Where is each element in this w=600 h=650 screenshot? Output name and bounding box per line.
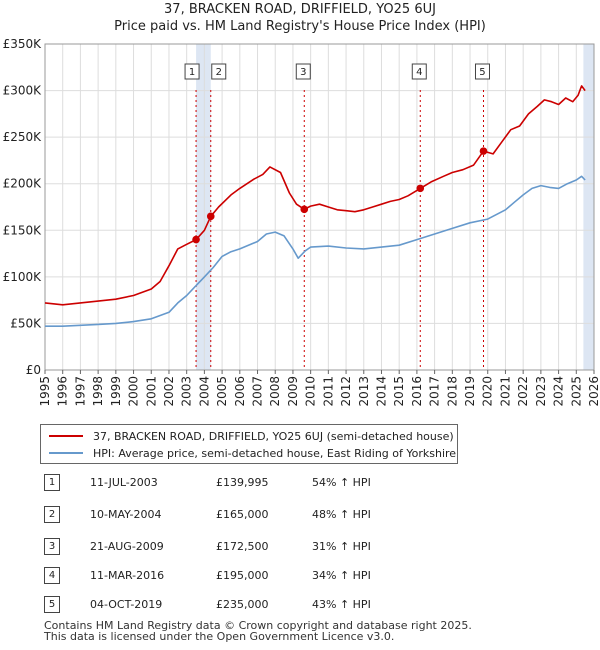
transaction-row: 3 21-AUG-2009 £172,500 31% ↑ HPI	[0, 537, 600, 557]
x-tick-label: 1997	[73, 376, 87, 407]
series-line-hpi	[45, 175, 586, 328]
x-tick-label: 2020	[481, 376, 495, 407]
x-tick-label: 2018	[445, 376, 459, 407]
x-tick-label: 2010	[304, 376, 318, 407]
x-tick-label: 1996	[56, 376, 70, 407]
plot-area	[45, 44, 594, 370]
sale-marker-box	[184, 63, 200, 80]
x-tick-label: 2019	[463, 376, 477, 407]
transaction-row: 1 11-JUL-2003 £139,995 54% ↑ HPI	[0, 473, 600, 493]
sale-point	[300, 205, 309, 214]
sale-point	[206, 212, 215, 221]
transaction-date: 11-MAR-2016	[90, 569, 165, 582]
transaction-price: £172,500	[216, 540, 269, 553]
transaction-hpi: 34% ↑ HPI	[312, 569, 371, 582]
transaction-hpi: 31% ↑ HPI	[312, 540, 371, 553]
x-tick-label: 1998	[91, 376, 105, 407]
x-tick-label: 2011	[321, 376, 335, 407]
y-tick-label: £50K	[10, 316, 42, 330]
y-tick-label: £200K	[3, 177, 43, 191]
transaction-date: 10-MAY-2004	[90, 508, 162, 521]
x-tick-label: 2005	[215, 376, 229, 407]
sale-marker-box	[411, 63, 427, 80]
shaded-band	[196, 44, 211, 370]
legend-item-hpi: HPI: Average price, semi-detached house,…	[49, 445, 456, 461]
transaction-row: 4 11-MAR-2016 £195,000 34% ↑ HPI	[0, 566, 600, 586]
transaction-price: £165,000	[216, 508, 269, 521]
shaded-band	[583, 44, 594, 370]
y-tick-label: £0	[26, 363, 41, 377]
sale-point	[192, 235, 200, 244]
chart-title-address: 37, BRACKEN ROAD, DRIFFIELD, YO25 6UJ	[164, 2, 436, 17]
y-tick-label: £100K	[3, 270, 43, 284]
sale-marker-box	[295, 63, 311, 80]
sale-point	[479, 147, 488, 155]
transaction-hpi: 43% ↑ HPI	[312, 598, 371, 611]
y-tick-label: £250K	[3, 130, 43, 144]
transaction-number: 4	[44, 567, 60, 584]
sale-marker-label: 4	[416, 67, 422, 78]
x-tick-label: 2003	[180, 376, 194, 407]
plot-frame	[44, 43, 595, 371]
x-tick-label: 1995	[38, 376, 52, 407]
x-tick-label: 2004	[197, 376, 211, 407]
y-tick-label: £350K	[3, 37, 43, 51]
transaction-hpi: 54% ↑ HPI	[312, 476, 371, 489]
x-tick-label: 2000	[127, 376, 141, 407]
transaction-row: 5 04-OCT-2019 £235,000 43% ↑ HPI	[0, 595, 600, 615]
sale-marker-box	[211, 63, 227, 80]
transaction-hpi: 48% ↑ HPI	[312, 508, 371, 521]
transaction-date: 04-OCT-2019	[90, 598, 163, 611]
x-tick-label: 2008	[268, 376, 282, 407]
sale-marker-label: 3	[300, 67, 306, 78]
x-tick-label: 2015	[392, 376, 406, 407]
x-tick-label: 1999	[109, 376, 123, 407]
transaction-price: £139,995	[216, 476, 269, 489]
x-tick-label: 2024	[552, 376, 566, 407]
y-tick-label: £150K	[3, 223, 43, 237]
x-tick-label: 2017	[428, 376, 442, 407]
x-tick-label: 2013	[357, 376, 371, 407]
x-tick-label: 2009	[286, 376, 300, 407]
x-tick-label: 2026	[587, 376, 600, 407]
legend-label-property: 37, BRACKEN ROAD, DRIFFIELD, YO25 6UJ (s…	[93, 429, 454, 443]
legend: 37, BRACKEN ROAD, DRIFFIELD, YO25 6UJ (s…	[40, 424, 458, 464]
transaction-date: 21-AUG-2009	[90, 540, 164, 553]
x-tick-label: 2025	[569, 376, 583, 407]
legend-swatch-property	[49, 435, 83, 437]
transaction-number: 3	[44, 538, 60, 555]
series-line-property	[44, 85, 586, 306]
x-tick-label: 2016	[410, 376, 424, 407]
x-tick-label: 2001	[144, 376, 158, 407]
sale-marker-box	[474, 63, 490, 80]
footer-licence: This data is licensed under the Open Gov…	[44, 630, 395, 643]
x-tick-label: 2023	[534, 376, 548, 407]
chart-subtitle: Price paid vs. HM Land Registry's House …	[114, 19, 486, 34]
transaction-number: 2	[44, 506, 60, 523]
price-chart: £0 £50K £100K £150K £200K £250K £300K £350K 1995…	[3, 37, 600, 407]
transaction-number: 1	[44, 474, 60, 491]
footer-copyright: Contains HM Land Registry data © Crown c…	[44, 619, 472, 632]
x-tick-label: 2007	[251, 376, 265, 407]
y-tick-label: £300K	[3, 84, 43, 98]
transaction-date: 11-JUL-2003	[90, 476, 158, 489]
x-tick-label: 2014	[374, 376, 388, 407]
sale-marker-label: 1	[189, 67, 195, 78]
legend-item-property: 37, BRACKEN ROAD, DRIFFIELD, YO25 6UJ (s…	[49, 428, 454, 444]
transaction-price: £195,000	[216, 569, 269, 582]
x-tick-label: 2006	[233, 376, 247, 407]
sale-marker-label: 2	[216, 67, 222, 78]
legend-swatch-hpi	[49, 452, 83, 454]
x-tick-label: 2022	[516, 376, 530, 407]
x-tick-label: 2012	[339, 376, 353, 407]
footer: Contains HM Land Registry data © Crown c…	[44, 620, 472, 642]
transaction-price: £235,000	[216, 598, 269, 611]
legend-label-hpi: HPI: Average price, semi-detached house,…	[93, 446, 457, 460]
x-tick-label: 2002	[162, 376, 176, 407]
sale-point	[416, 184, 425, 193]
transaction-row: 2 10-MAY-2004 £165,000 48% ↑ HPI	[0, 505, 600, 525]
x-tick-label: 2021	[498, 376, 512, 407]
transaction-number: 5	[44, 596, 60, 613]
sale-marker-label: 5	[479, 67, 485, 78]
